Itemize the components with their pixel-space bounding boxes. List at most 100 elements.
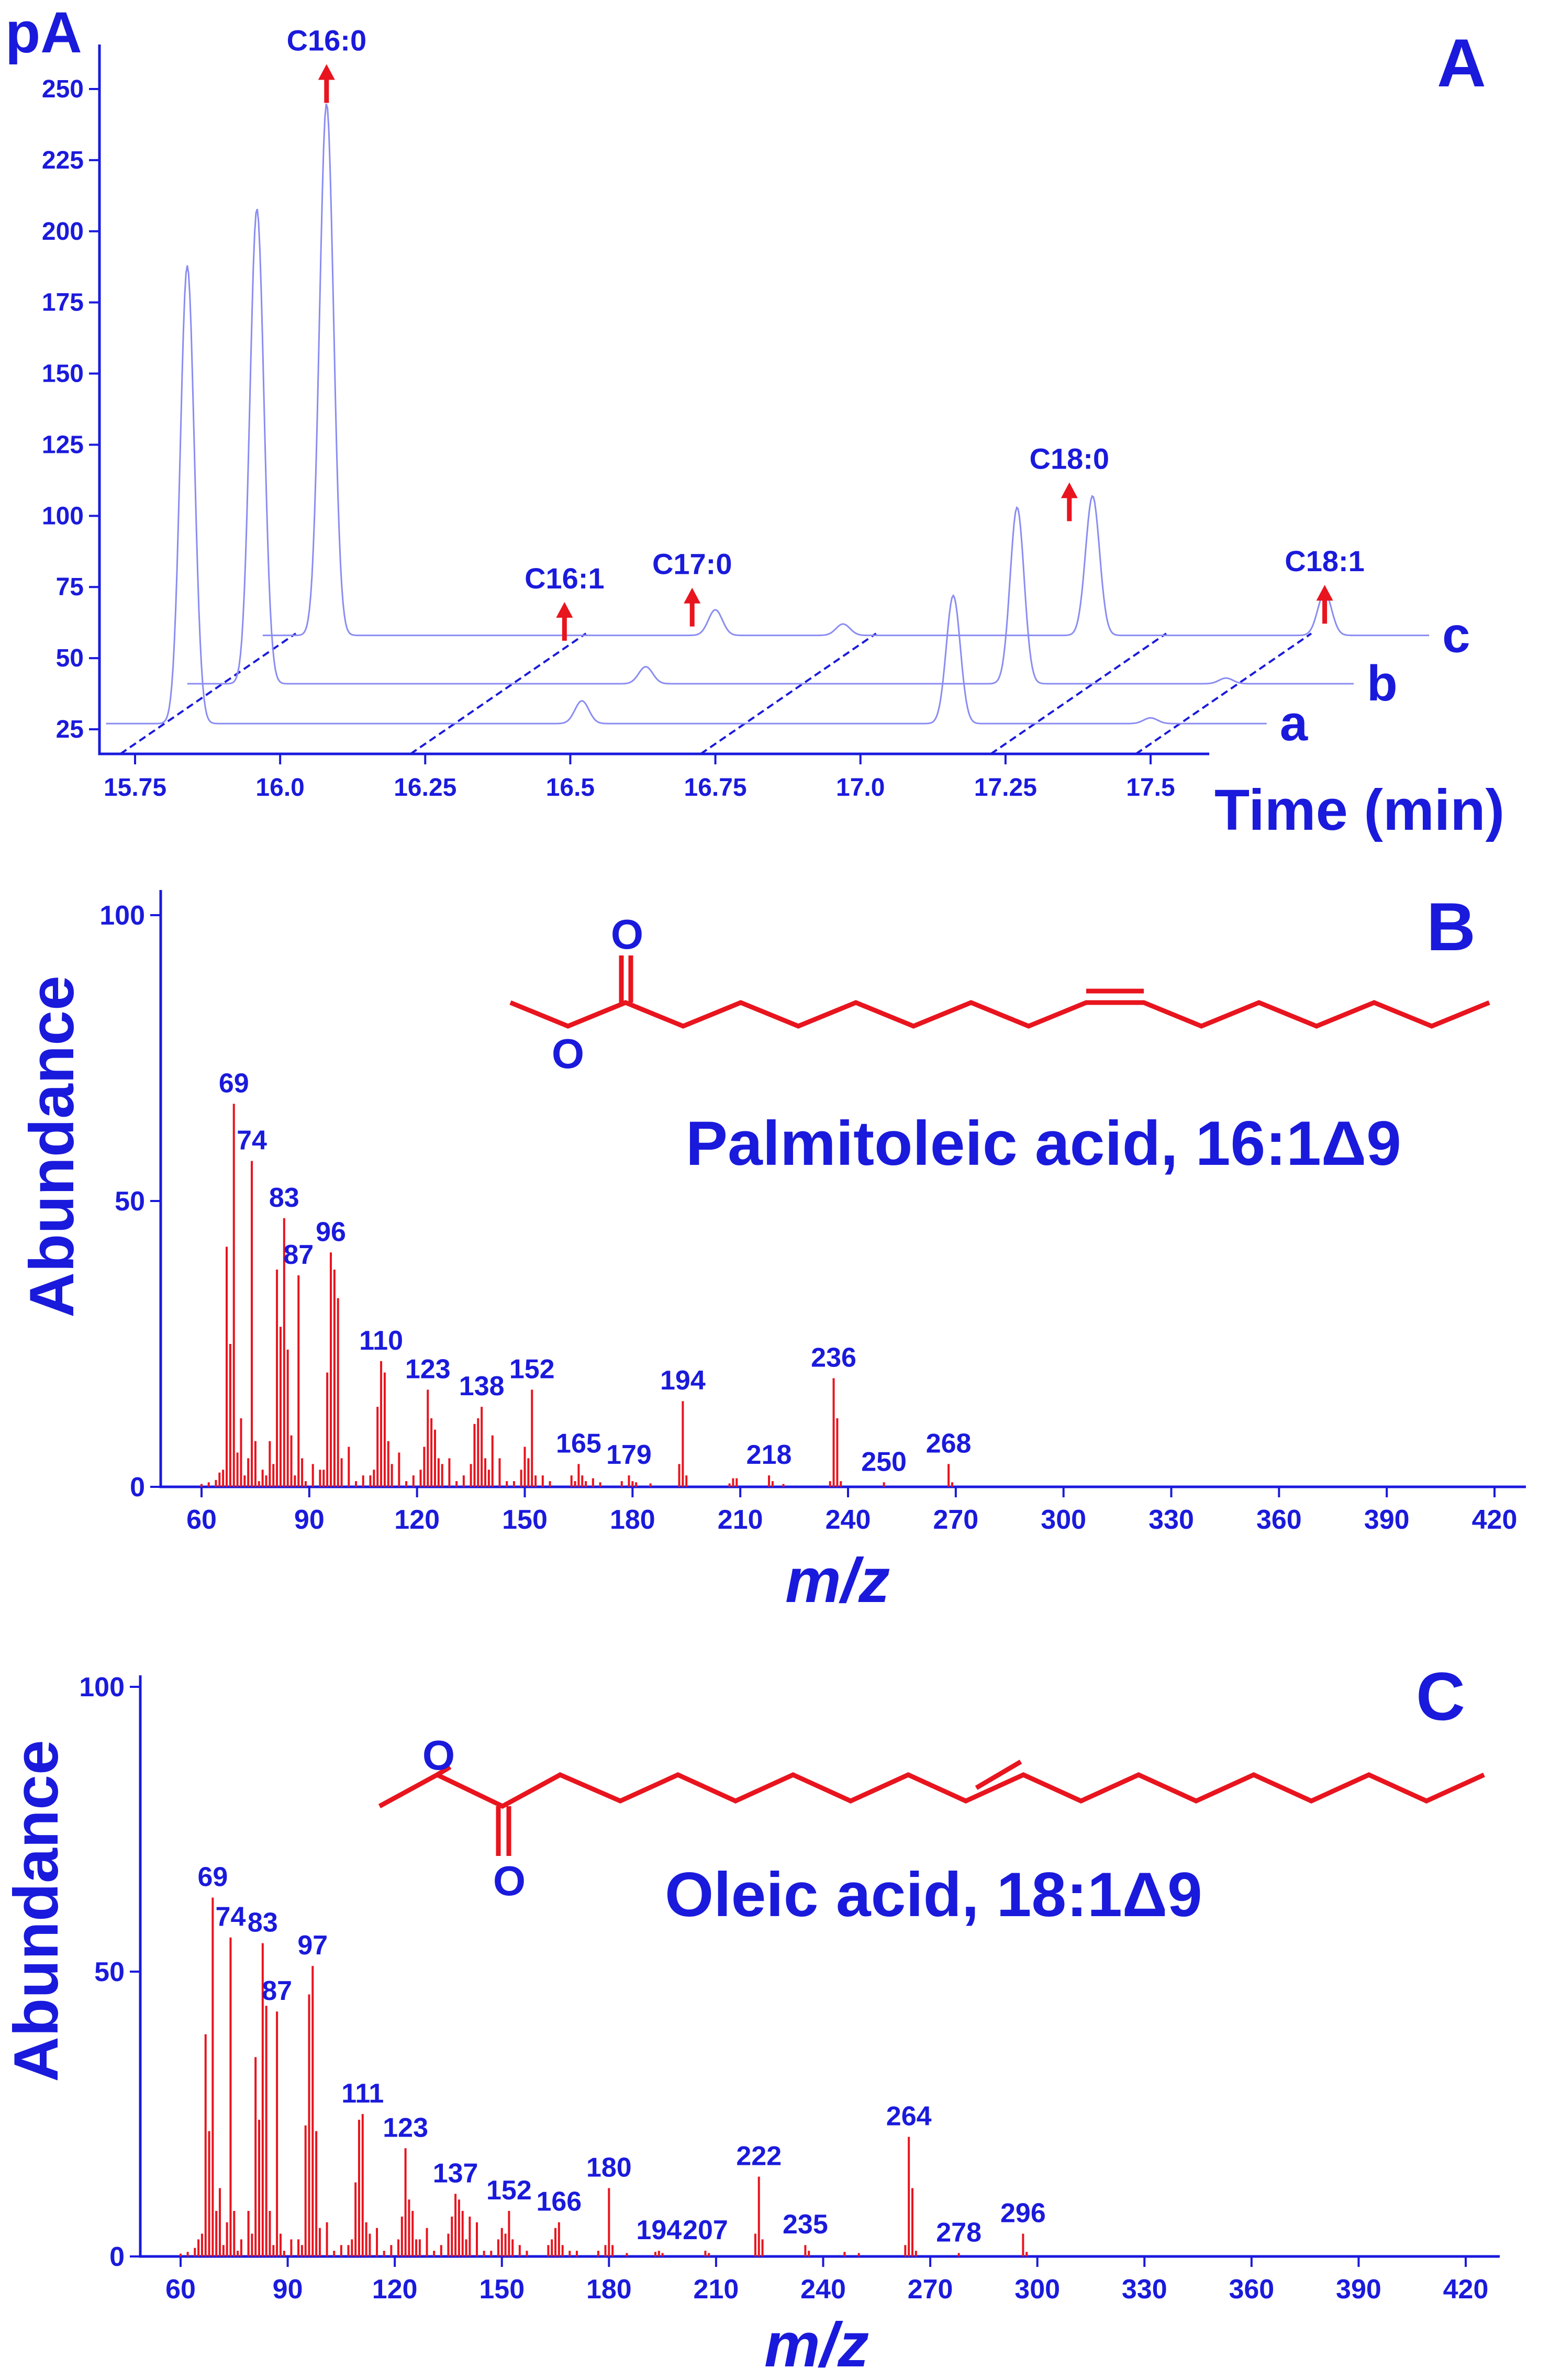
panel-a-axes — [98, 45, 1209, 755]
x-tick-label: 15.75 — [104, 774, 166, 802]
panel-a-x-axis-label: Time (min) — [1214, 778, 1504, 842]
x-tick-label: 240 — [826, 1505, 871, 1535]
peak-mz-label: 152 — [509, 1354, 555, 1384]
trace-a — [106, 265, 1267, 725]
x-tick-label: 60 — [186, 1505, 217, 1535]
panel-a-chromatogram: A pA Time (min) 25 50 75 100 125 150 175 200 225… — [5, 1, 1504, 842]
ether-oxygen: O — [552, 1030, 584, 1077]
panel-c-y-axis-label: Abundance — [1, 1740, 71, 2082]
y-tick-label: 25 — [56, 716, 84, 743]
x-tick-label: 17.5 — [1126, 774, 1175, 802]
x-tick-label: 390 — [1364, 1505, 1410, 1535]
panel-b-y-axis-label: Abundance — [17, 975, 87, 1317]
peak-mz-label: 69 — [219, 1068, 249, 1098]
peak-mz-label: 152 — [486, 2175, 532, 2206]
y-tick-label: 100 — [99, 900, 145, 931]
y-tick-label: 250 — [42, 75, 84, 103]
x-tick-label: 16.75 — [684, 774, 747, 802]
peak-mz-label: 138 — [459, 1371, 505, 1402]
panel-a-x-ticks: 15.75 16.0 16.25 16.5 16.75 17.0 17.25 17.5 — [104, 754, 1175, 802]
peak-mz-label: 69 — [197, 1862, 228, 1893]
x-tick-label: 16.0 — [255, 774, 304, 802]
panel-a-y-ticks: 25 50 75 100 125 150 175 200 225 250 — [42, 75, 99, 743]
y-tick-label: 125 — [42, 431, 84, 459]
panel-a-peak-annotations: C16:0 C16:1 C17:0 C18:0 C18:1 — [287, 24, 1365, 641]
y-tick-label: 150 — [42, 360, 84, 388]
panel-c-x-ticks: 60 90 120 150 180 210 240 270 300 330 360 390 420 — [165, 2256, 1488, 2305]
peak-mz-label: 207 — [683, 2215, 728, 2245]
trace-label-c: c — [1442, 607, 1470, 663]
peak-mz-label: 83 — [269, 1183, 299, 1213]
x-tick-label: 150 — [479, 2274, 525, 2305]
panel-b-axes — [159, 890, 1526, 1488]
peak-mz-label: 111 — [341, 2078, 384, 2109]
x-tick-label: 210 — [718, 1505, 763, 1535]
peak-annotation-label: C18:0 — [1030, 442, 1110, 475]
panel-c-y-ticks: 0 50 100 — [79, 1672, 140, 2272]
ether-bond — [436, 1765, 452, 1777]
peak-arrow-head — [684, 587, 701, 604]
peak-annotation-label: C16:1 — [525, 562, 605, 595]
panel-c-label: C — [1416, 1658, 1465, 1734]
peak-arrow-head — [318, 64, 335, 80]
peak-mz-label: 250 — [861, 1447, 907, 1477]
alkene-double-bond — [975, 1760, 1022, 1790]
panel-a-y-axis-label: pA — [5, 1, 82, 65]
peak-mz-label: 264 — [886, 2101, 932, 2132]
peak-mz-label: 83 — [248, 1908, 278, 1938]
carbonyl-oxygen: O — [611, 911, 643, 958]
peak-mz-label: 123 — [383, 2112, 428, 2143]
peak-arrow-head — [1061, 482, 1078, 498]
trace-c — [262, 103, 1430, 637]
peak-mz-label: 137 — [433, 2158, 478, 2188]
x-tick-label: 90 — [273, 2274, 303, 2305]
peak-mz-label: 236 — [811, 1343, 856, 1373]
y-tick-label: 0 — [130, 1472, 145, 1503]
peak-mz-label: 235 — [783, 2209, 828, 2240]
x-tick-label: 360 — [1256, 1505, 1302, 1535]
peak-mz-label: 87 — [283, 1240, 314, 1270]
x-tick-label: 17.25 — [974, 774, 1037, 802]
y-tick-label: 100 — [79, 1672, 125, 1703]
panel-b-mass-spectrum: B Abundance m/z Palmitoleic acid, 16:1Δ9… — [17, 888, 1526, 1616]
peak-mz-label: 268 — [926, 1428, 972, 1459]
x-tick-label: 120 — [394, 1505, 440, 1535]
panel-c-axes — [139, 1675, 1500, 2258]
panel-c-compound-name: Oleic acid, 18:1Δ9 — [665, 1860, 1202, 1930]
peak-mz-label: 218 — [746, 1440, 792, 1470]
y-tick-label: 75 — [56, 573, 84, 601]
panel-c-x-axis-label: m/z — [764, 2310, 869, 2380]
x-tick-label: 270 — [908, 2274, 953, 2305]
peak-mz-label: 278 — [936, 2217, 982, 2248]
panel-b-structure: O O — [509, 911, 1490, 1077]
y-tick-label: 0 — [109, 2242, 125, 2272]
y-tick-label: 50 — [56, 644, 84, 672]
x-tick-label: 16.5 — [546, 774, 595, 802]
panel-b-compound-name: Palmitoleic acid, 16:1Δ9 — [686, 1108, 1401, 1178]
x-tick-label: 90 — [294, 1505, 325, 1535]
offset-guide-line — [990, 632, 1167, 755]
carbonyl-oxygen: O — [493, 1858, 526, 1904]
panel-c-mass-spectrum: C Abundance m/z Oleic acid, 18:1Δ9 O O 0… — [1, 1658, 1500, 2380]
peak-mz-label: 74 — [216, 1902, 246, 1932]
peak-mz-label: 96 — [316, 1217, 346, 1247]
peak-mz-label: 87 — [262, 1976, 292, 2006]
peak-mz-label: 74 — [237, 1126, 267, 1156]
x-tick-label: 210 — [694, 2274, 739, 2305]
x-tick-label: 60 — [165, 2274, 196, 2305]
x-tick-label: 16.25 — [394, 774, 456, 802]
peak-annotation-label: C18:1 — [1285, 544, 1365, 577]
peak-annotation-label: C16:0 — [287, 24, 367, 57]
y-tick-label: 175 — [42, 289, 84, 317]
x-tick-label: 270 — [933, 1505, 978, 1535]
peak-arrow-head — [556, 602, 573, 618]
oleate-chain — [378, 1772, 1485, 1809]
trace-label-b: b — [1367, 655, 1398, 711]
peak-mz-label: 123 — [405, 1354, 451, 1384]
x-tick-label: 240 — [800, 2274, 846, 2305]
x-tick-label: 120 — [372, 2274, 418, 2305]
offset-guide-line — [1135, 632, 1312, 755]
